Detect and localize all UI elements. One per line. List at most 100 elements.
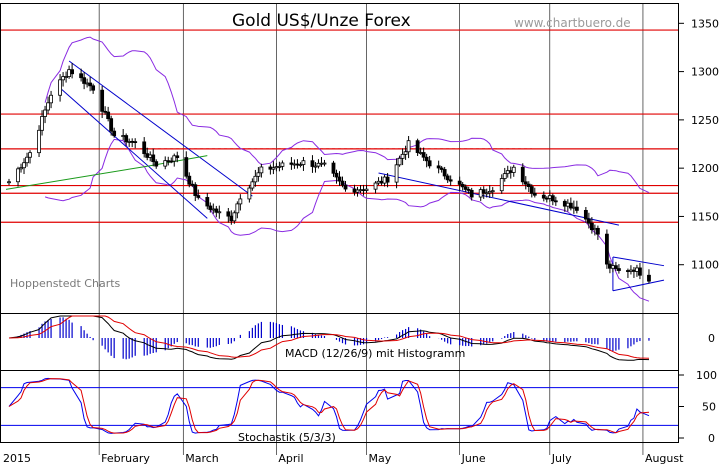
bollinger-upper <box>44 36 650 194</box>
candle-body <box>463 186 468 190</box>
candle-body <box>67 69 71 77</box>
candle-body <box>532 192 537 196</box>
candle-body <box>196 195 201 198</box>
candle-body <box>541 194 546 199</box>
candle-body <box>418 152 423 154</box>
price-panel-frame <box>0 3 679 314</box>
candle-body <box>37 129 41 154</box>
candle-body <box>608 263 612 269</box>
candle-body <box>337 176 342 182</box>
candle-body <box>214 208 219 213</box>
candle-body <box>592 227 597 231</box>
candle-body <box>211 208 216 211</box>
stoch-d-line <box>8 378 650 434</box>
candle-body <box>208 205 213 210</box>
candle-body <box>148 154 153 158</box>
candle-body <box>103 110 108 113</box>
candle-body <box>61 76 65 81</box>
y-tick-label: 1250 <box>691 114 719 127</box>
candle-body <box>397 157 402 166</box>
candle-body <box>448 179 453 182</box>
candle-body <box>106 111 111 120</box>
bollinger-lower <box>44 138 650 302</box>
candle-body <box>571 206 576 209</box>
candle-body <box>163 160 168 167</box>
candle-body <box>611 265 615 269</box>
candle-body <box>193 184 198 196</box>
y-tick-label: 1350 <box>691 17 719 30</box>
candle-body <box>487 190 492 194</box>
candle-body <box>184 157 189 177</box>
candle-body <box>647 274 651 282</box>
x-tick-label: June <box>461 452 486 465</box>
candle-body <box>562 200 567 207</box>
candle-body <box>379 180 384 184</box>
macd-tick-label: 0 <box>708 332 715 345</box>
candle-body <box>70 69 74 75</box>
candle-body <box>79 73 84 79</box>
stoch-tick-label: 0 <box>708 432 715 445</box>
candle-body <box>574 206 579 211</box>
candle-body <box>331 162 336 174</box>
candle-body <box>274 166 279 169</box>
candle-body <box>565 202 570 207</box>
x-tick-label: July <box>551 452 572 465</box>
candle-body <box>457 180 462 185</box>
candle-body <box>19 167 23 170</box>
x-tick-label: May <box>369 452 392 465</box>
candle-body <box>376 180 381 184</box>
candle-body <box>292 163 297 166</box>
candle-body <box>614 265 618 269</box>
candle-body <box>550 195 555 202</box>
candle-body <box>22 162 26 169</box>
candle-body <box>133 141 138 144</box>
chart-title: Gold US$/Unze Forex <box>232 11 411 31</box>
downtrend-line-lower <box>59 87 208 219</box>
macd-signal-line <box>8 315 650 359</box>
candle-body <box>124 135 129 143</box>
candle-body <box>154 161 159 167</box>
candle-body <box>40 116 44 131</box>
candle-body <box>301 160 306 165</box>
candle-body <box>169 160 174 163</box>
candle-body <box>7 181 11 184</box>
candle-body <box>406 140 411 153</box>
candle-body <box>439 167 444 170</box>
x-tick-label: March <box>185 452 219 465</box>
candle-body <box>205 197 210 207</box>
candle-body <box>316 162 321 167</box>
candle-body <box>526 183 531 187</box>
candle-body <box>280 162 285 167</box>
macd-label: MACD (12/26/9) mit Histogramm <box>285 347 465 360</box>
candle-body <box>58 79 62 96</box>
candle-body <box>544 197 549 200</box>
candle-body <box>298 164 303 166</box>
candle-body <box>253 175 258 183</box>
triangle-lower-line <box>612 279 665 292</box>
x-tick-label: April <box>278 452 303 465</box>
downtrend-line-summer <box>378 172 620 226</box>
candle-body <box>190 183 195 186</box>
x-tick-label: 2015 <box>3 452 31 465</box>
candle-body <box>145 153 150 158</box>
candle-body <box>313 165 318 168</box>
candle-body <box>295 163 300 166</box>
y-tick-label: 1200 <box>691 162 719 175</box>
downtrend-line-upper <box>68 60 253 197</box>
candle-body <box>400 153 405 159</box>
triangle-upper-line <box>612 256 665 267</box>
candle-body <box>91 85 96 91</box>
candle-body <box>490 190 495 193</box>
candle-body <box>217 211 222 214</box>
candle-body <box>43 109 47 117</box>
candle-body <box>256 172 261 177</box>
candle-body <box>16 168 20 183</box>
stoch-tick-label: 100 <box>696 369 717 382</box>
stoch-tick-label: 50 <box>702 401 716 414</box>
candle-body <box>130 140 135 143</box>
stoch-panel-frame <box>0 370 679 443</box>
candle-body <box>259 166 264 174</box>
watermark: www.chartbuero.de <box>514 16 631 30</box>
candle-body <box>109 118 114 132</box>
